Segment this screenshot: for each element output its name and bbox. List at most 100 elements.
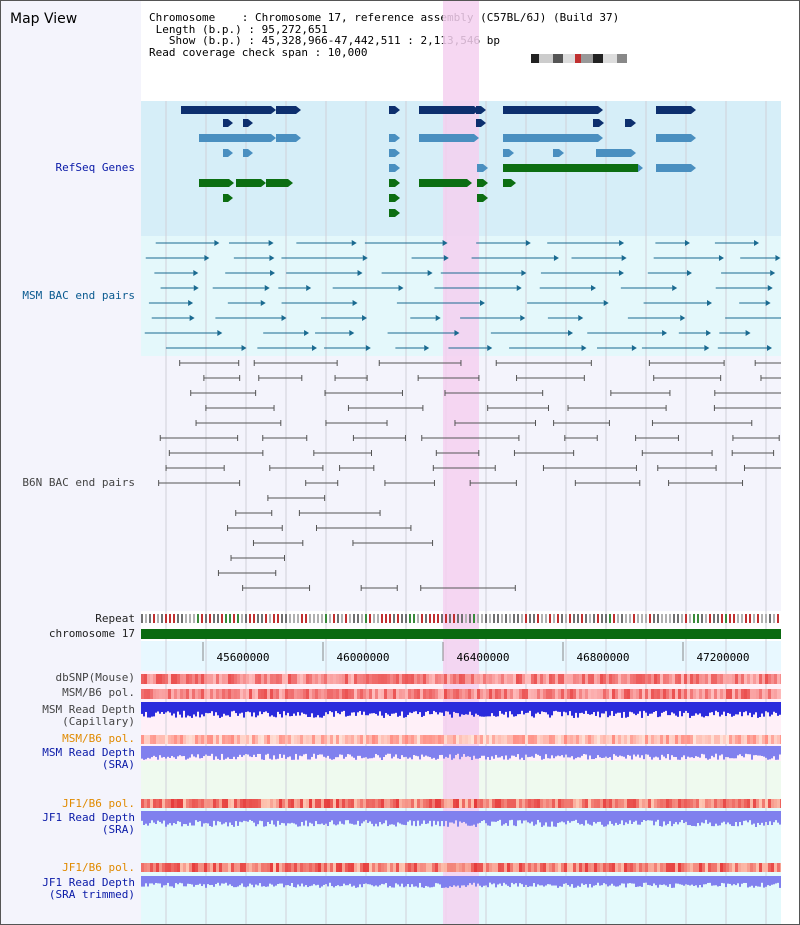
chromosome-ideogram[interactable]	[531, 54, 627, 63]
refseq-gene	[199, 134, 254, 142]
msm-depth-capillary-bar	[203, 702, 205, 717]
msm-depth-capillary-bar	[661, 702, 663, 713]
jf1-depth-trimmed-bar	[323, 876, 325, 885]
jf1-depth-trimmed-bar	[179, 876, 181, 883]
msm-depth-capillary-bar	[531, 702, 533, 717]
dbsnp-strip	[156, 674, 159, 684]
jf1-depth-trimmed-bar	[729, 876, 731, 884]
jf1-pol-strip	[468, 799, 471, 808]
msm-depth-capillary-bar	[547, 702, 549, 715]
msm-pol2-strip	[660, 735, 663, 744]
msm-depth-sra-bar	[495, 746, 497, 755]
msm-depth-capillary-bar	[279, 702, 281, 715]
repeat-mark	[597, 614, 599, 623]
dbsnp-strip	[324, 674, 327, 684]
msm-pol2-strip	[177, 735, 180, 744]
msm-depth-capillary-bar	[567, 702, 569, 716]
repeat-mark	[581, 614, 583, 623]
msm-pol2-strip	[252, 735, 255, 744]
refseq-gene	[181, 106, 236, 114]
jf1-depth-sra-bar	[385, 811, 387, 821]
jf1-depth-trimmed-bar	[181, 876, 183, 884]
jf1-pol2-strip	[768, 863, 771, 872]
msm-depth-capillary-bar	[561, 702, 563, 717]
genome-track-plot[interactable]: 45600000 46000000 46400000 46800000 47200000	[141, 1, 781, 924]
gene-arrow	[631, 149, 636, 157]
jf1-depth-trimmed-bar	[659, 876, 661, 885]
msm-depth-capillary-bar	[715, 702, 717, 711]
jf1-depth-trimmed-bar	[361, 876, 363, 888]
refseq-gene	[656, 134, 691, 142]
refseq-gene	[389, 106, 395, 114]
jf1-depth-trimmed-bar	[271, 876, 273, 885]
msm-depth-capillary-bar	[393, 702, 395, 714]
jf1-depth-sra-bar	[471, 811, 473, 826]
jf1-depth-sra-bar	[769, 811, 771, 822]
jf1-depth-sra-bar	[551, 811, 553, 822]
repeat-mark	[485, 614, 487, 623]
msm-depth-sra-bar	[233, 746, 235, 757]
msm-depth-capillary-bar	[227, 702, 229, 716]
msm-depth-capillary-bar	[233, 702, 235, 711]
msm-pol2-strip	[351, 735, 354, 744]
jf1-pol2-strip	[753, 863, 756, 872]
repeat-mark	[229, 614, 231, 623]
repeat-mark	[401, 614, 403, 623]
msm-depth-sra-bar	[699, 746, 701, 758]
msm-depth-sra-bar	[505, 746, 507, 756]
msm-depth-sra-bar	[327, 746, 329, 756]
msm-depth-capillary-bar	[729, 702, 731, 714]
repeat-mark	[637, 614, 639, 623]
msm-pol2-strip	[780, 735, 781, 744]
jf1-depth-trimmed-bar	[141, 876, 143, 887]
track-label-chromosome: chromosome 17	[48, 627, 135, 640]
dbsnp-strip	[360, 674, 363, 684]
jf1-depth-sra-bar	[141, 811, 143, 821]
repeat-mark	[545, 614, 547, 623]
msm-pol-strip	[288, 689, 291, 699]
jf1-depth-sra-bar	[683, 811, 685, 824]
msm-pol-strip	[294, 689, 297, 699]
msm-depth-sra-bar	[577, 746, 579, 758]
msm-pol-strip	[450, 689, 453, 699]
repeat-mark	[745, 614, 747, 623]
jf1-depth-trimmed-bar	[599, 876, 601, 886]
jf1-depth-trimmed-bar	[347, 876, 349, 886]
refseq-gene	[419, 134, 474, 142]
jf1-depth-sra-bar	[663, 811, 665, 822]
msm-depth-capillary-bar	[725, 702, 727, 717]
jf1-depth-trimmed-bar	[371, 876, 373, 886]
jf1-depth-trimmed-bar	[767, 876, 769, 886]
repeat-mark	[257, 614, 259, 623]
msm-depth-sra-bar	[571, 746, 573, 757]
jf1-depth-trimmed-bar	[309, 876, 311, 887]
msm-pol2-strip	[198, 735, 201, 744]
jf1-depth-sra-bar	[627, 811, 629, 824]
jf1-pol-strip	[207, 799, 210, 808]
msm-pol-strip	[228, 689, 231, 699]
msm-depth-sra-bar	[757, 746, 759, 756]
msm-depth-capillary-bar	[467, 702, 469, 715]
msm-pol2-strip	[690, 735, 693, 744]
jf1-depth-sra-bar	[559, 811, 561, 823]
gene-arrow	[296, 134, 301, 142]
jf1-depth-trimmed-bar	[263, 876, 265, 887]
jf1-pol-strip	[699, 799, 702, 808]
jf1-pol2-strip	[327, 863, 330, 872]
msm-depth-sra-bar	[513, 746, 515, 756]
msm-bac-end	[424, 345, 430, 351]
jf1-pol-strip	[495, 799, 498, 808]
msm-bac-end	[365, 345, 371, 351]
msm-pol2-strip	[267, 735, 270, 744]
msm-bac-end	[553, 255, 559, 261]
jf1-depth-sra-bar	[743, 811, 745, 821]
msm-depth-capillary-bar	[773, 702, 775, 712]
repeat-mark	[625, 614, 627, 623]
jf1-depth-trimmed-bar	[549, 876, 551, 885]
jf1-depth-trimmed-bar	[493, 876, 495, 884]
msm-depth-sra-bar	[353, 746, 355, 758]
msm-depth-capillary-bar	[443, 702, 445, 716]
repeat-mark	[373, 614, 375, 623]
jf1-pol2-strip	[177, 863, 180, 872]
jf1-depth-trimmed-bar	[457, 876, 459, 886]
